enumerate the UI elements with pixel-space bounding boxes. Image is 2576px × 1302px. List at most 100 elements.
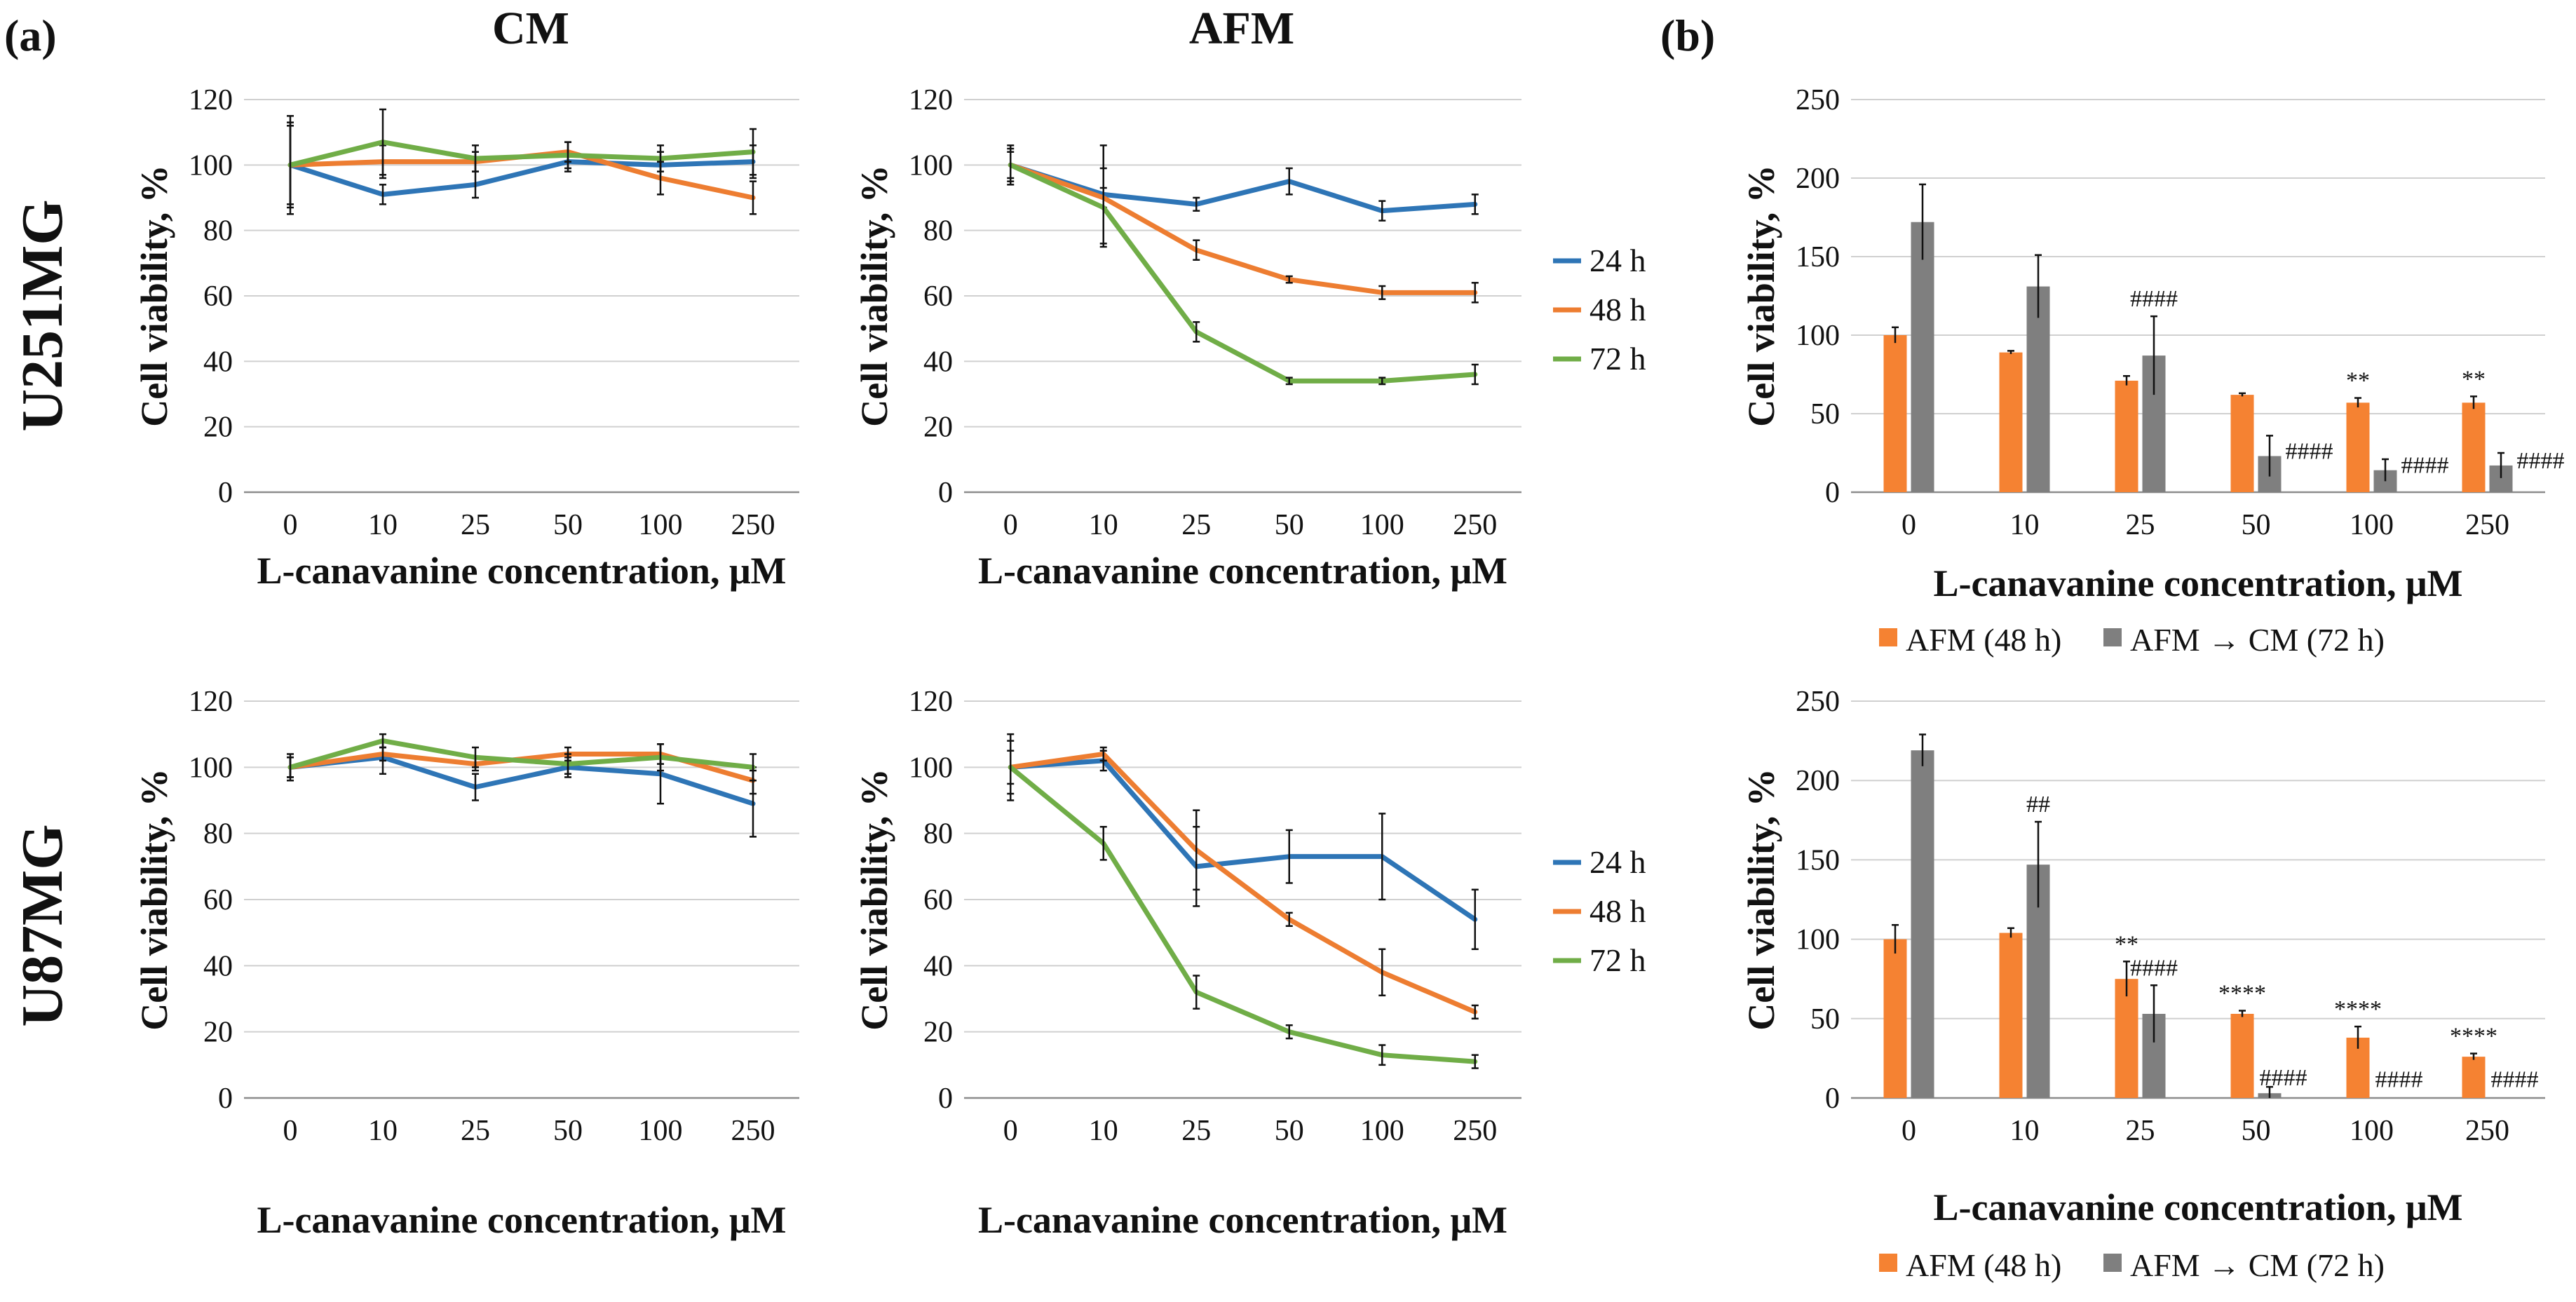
y-tick-label: 80 — [203, 215, 233, 247]
significance-annotation: **** — [2334, 996, 2382, 1022]
y-axis-title: Cell viability, % — [1740, 768, 1782, 1031]
legend-swatch — [2103, 628, 2122, 646]
series-line-24-h — [1008, 162, 1478, 214]
y-tick-label: 0 — [218, 1083, 233, 1115]
significance-annotation: ** — [2346, 368, 2370, 394]
x-tick-label: 50 — [553, 509, 583, 541]
significance-annotation: #### — [2286, 438, 2333, 464]
x-tick-label: 25 — [2126, 1115, 2155, 1147]
legend-swatch — [1879, 628, 1897, 646]
significance-annotation: #### — [2491, 1066, 2539, 1092]
bar-afm-48h — [1883, 939, 1907, 1098]
series-line-48-h — [1008, 751, 1478, 1015]
x-tick-label: 50 — [2242, 509, 2271, 541]
x-tick-label: 100 — [639, 1115, 683, 1147]
y-tick-label: 0 — [1825, 477, 1840, 509]
y-tick-label: 60 — [203, 280, 233, 313]
x-tick-label: 10 — [2010, 509, 2040, 541]
y-axis-title: Cell viability, % — [853, 768, 895, 1031]
x-tick-label: 0 — [1003, 1115, 1018, 1147]
y-tick-label: 60 — [203, 884, 233, 916]
legend-label: AFM → CM (72 h) — [2130, 1247, 2385, 1283]
y-tick-label: 200 — [1796, 163, 1840, 195]
x-tick-label: 10 — [368, 1115, 398, 1147]
x-tick-label: 50 — [2242, 1115, 2271, 1147]
chart-u87-cm: 0 20 40 60 80 100 120 0 10 25 50 100 250 L-canavanine… — [133, 686, 799, 1241]
y-tick-label: 60 — [923, 884, 953, 916]
series-line-24-h — [287, 754, 756, 806]
y-tick-label: 100 — [1796, 924, 1840, 956]
legend-label: 48 h — [1589, 292, 1646, 327]
y-tick-label: 20 — [923, 412, 953, 444]
y-tick-label: 80 — [923, 215, 953, 247]
y-tick-label: 20 — [923, 1017, 953, 1049]
y-tick-label: 0 — [1825, 1083, 1840, 1115]
bar-afm-48h — [1999, 933, 2023, 1098]
y-tick-label: 120 — [189, 686, 233, 718]
x-tick-label: 0 — [1902, 1115, 1916, 1147]
y-tick-label: 100 — [189, 149, 233, 182]
significance-annotation: #### — [2130, 955, 2178, 981]
legend-label: AFM → CM (72 h) — [2130, 622, 2385, 658]
y-tick-label: 150 — [1796, 844, 1840, 876]
legend-swatch — [2103, 1254, 2122, 1272]
y-tick-label: 100 — [909, 752, 953, 784]
y-tick-label: 50 — [1810, 398, 1840, 430]
x-tick-label: 10 — [1089, 1115, 1118, 1147]
x-axis-title: L-canavanine concentration, μM — [257, 1199, 786, 1241]
x-tick-label: 100 — [2350, 1115, 2394, 1147]
x-tick-label: 50 — [1275, 1115, 1304, 1147]
x-tick-label: 25 — [1181, 509, 1211, 541]
row-heading-u251mg: U251MG — [10, 199, 75, 431]
x-axis-title: L-canavanine concentration, μM — [978, 1199, 1507, 1241]
significance-annotation: #### — [2375, 1066, 2423, 1092]
column-heading-afm: AFM — [1189, 3, 1294, 54]
y-tick-label: 0 — [938, 1083, 953, 1115]
significance-annotation: #### — [2401, 453, 2449, 479]
y-axis-title: Cell viability, % — [133, 768, 175, 1031]
legend-label: 24 h — [1589, 243, 1646, 278]
x-tick-label: 25 — [461, 1115, 490, 1147]
y-axis-title: Cell viability, % — [133, 165, 175, 427]
bar-afm-48h — [2230, 1014, 2254, 1098]
y-tick-label: 80 — [923, 818, 953, 850]
bar-afm-48h — [2346, 402, 2370, 492]
column-heading-cm: CM — [492, 3, 569, 54]
significance-annotation: #### — [2130, 286, 2178, 312]
significance-annotation: #### — [2260, 1065, 2307, 1091]
series-line-24-h — [287, 159, 756, 197]
y-tick-label: 40 — [203, 950, 233, 982]
bar-afm-48h — [2462, 1057, 2486, 1098]
y-tick-label: 200 — [1796, 765, 1840, 797]
series-line-72-h — [287, 738, 756, 770]
bar-afm-48h — [1999, 352, 2023, 492]
legend-swatch — [1879, 1254, 1897, 1272]
x-tick-label: 0 — [283, 509, 298, 541]
panel-a-label: (a) — [4, 11, 57, 60]
y-tick-label: 150 — [1796, 241, 1840, 273]
y-tick-label: 50 — [1810, 1003, 1840, 1036]
x-tick-label: 25 — [2126, 509, 2155, 541]
y-axis-title: Cell viability, % — [853, 165, 895, 427]
x-tick-label: 250 — [2465, 509, 2509, 541]
legend-label: 24 h — [1589, 844, 1646, 880]
x-tick-label: 10 — [2010, 1115, 2040, 1147]
series-line-48-h — [1008, 162, 1478, 295]
x-tick-label: 100 — [639, 509, 683, 541]
bar-afm-48h — [2115, 380, 2138, 492]
y-tick-label: 120 — [189, 84, 233, 116]
y-tick-label: 40 — [923, 346, 953, 378]
x-tick-label: 50 — [1275, 509, 1304, 541]
y-tick-label: 100 — [189, 752, 233, 784]
bar-afm-48h — [2230, 395, 2254, 492]
series-line-72-h — [1008, 162, 1478, 384]
y-tick-label: 120 — [909, 686, 953, 718]
x-tick-label: 250 — [1453, 509, 1497, 541]
series-line-72-h — [287, 140, 756, 168]
bar-afm-cm-72h — [1911, 222, 1934, 492]
x-axis-title: L-canavanine concentration, μM — [978, 550, 1507, 592]
y-tick-label: 60 — [923, 280, 953, 313]
chart-u87-afm: 0 20 40 60 80 100 120 0 10 25 50 100 250 L-canavanine… — [853, 686, 1646, 1241]
y-tick-label: 0 — [938, 477, 953, 509]
